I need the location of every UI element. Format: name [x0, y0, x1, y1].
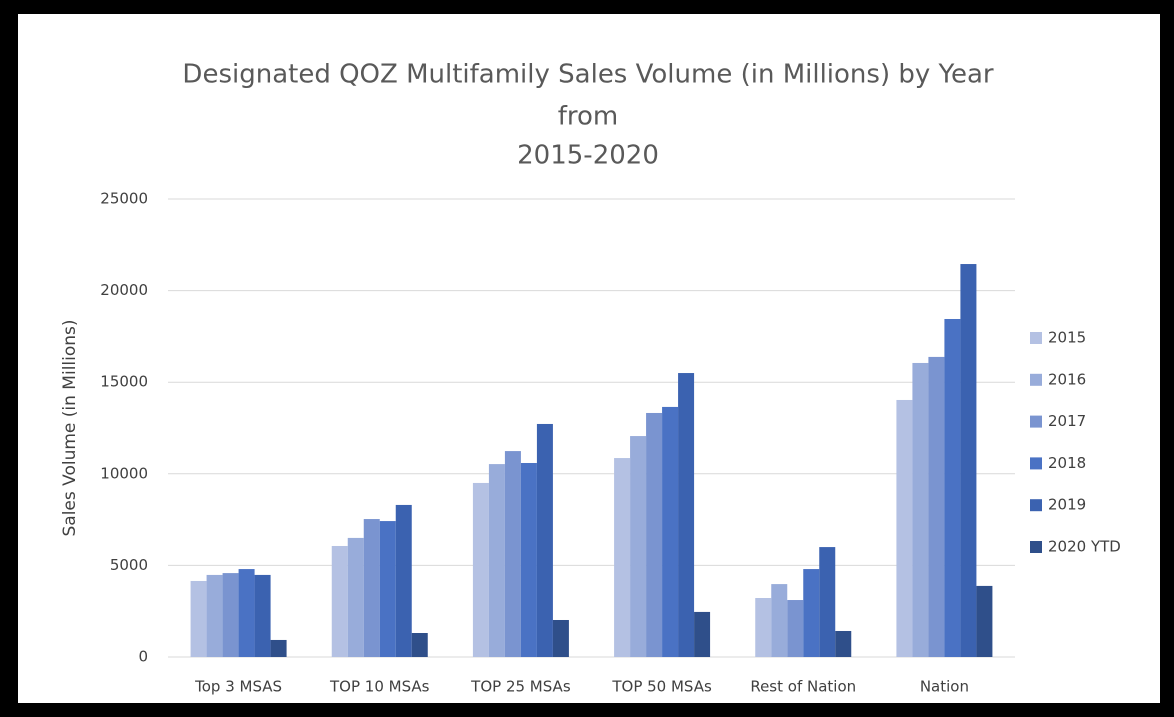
chart-title: 2015-2020 — [517, 141, 659, 171]
bar — [755, 598, 772, 657]
legend-swatch — [1030, 499, 1042, 512]
bar — [190, 580, 207, 657]
bar — [270, 639, 287, 657]
bar — [254, 574, 271, 657]
x-tick-label: Top 3 MSAS — [194, 678, 282, 696]
chart-title: Designated QOZ Multifamily Sales Volume … — [182, 60, 993, 90]
bar — [771, 584, 788, 657]
legend-label: 2017 — [1048, 412, 1086, 430]
bar — [206, 574, 223, 657]
bar — [331, 545, 348, 657]
bar — [536, 423, 553, 657]
bar — [411, 633, 428, 657]
legend-swatch — [1030, 332, 1042, 344]
bar — [803, 569, 820, 657]
legend-swatch — [1030, 415, 1042, 428]
legend-swatch — [1030, 373, 1042, 386]
bar — [960, 264, 977, 657]
bar — [912, 362, 929, 657]
bar — [238, 569, 255, 657]
legend-swatch — [1030, 457, 1042, 470]
bar — [896, 399, 913, 657]
bar — [504, 451, 521, 657]
bar — [694, 611, 711, 657]
legend-label: 2016 — [1048, 370, 1086, 388]
bar — [614, 458, 631, 657]
x-tick-label: Rest of Nation — [750, 678, 856, 696]
bar — [488, 464, 505, 657]
bar — [835, 630, 852, 657]
y-tick-label: 20000 — [100, 281, 148, 299]
legend-label: 2019 — [1048, 496, 1086, 514]
y-tick-label: 10000 — [100, 464, 148, 482]
bar — [976, 585, 993, 657]
bar — [222, 573, 239, 657]
y-tick-label: 0 — [138, 648, 148, 666]
x-tick-label: TOP 50 MSAs — [611, 678, 712, 696]
x-tick-label: TOP 25 MSAs — [470, 678, 571, 696]
x-tick-label: Nation — [920, 678, 969, 696]
y-axis-label: Sales Volume (in Millions) — [60, 319, 80, 536]
legend-label: 2018 — [1048, 454, 1086, 472]
bar — [646, 412, 663, 657]
legend-swatch — [1030, 541, 1042, 553]
chart-title: from — [558, 102, 619, 132]
bar — [928, 356, 945, 657]
bar — [678, 373, 695, 657]
bar — [379, 521, 396, 657]
legend-label: 2015 — [1048, 329, 1086, 347]
bar — [363, 519, 380, 657]
bar — [662, 406, 679, 657]
x-tick-label: TOP 10 MSAs — [329, 678, 430, 696]
y-tick-label: 5000 — [110, 556, 148, 574]
bar — [787, 600, 804, 657]
y-tick-label: 25000 — [100, 190, 148, 208]
bar — [630, 436, 647, 657]
bar — [944, 318, 961, 657]
bar — [819, 547, 836, 657]
bar — [472, 482, 489, 657]
bar — [520, 462, 537, 657]
bar — [395, 504, 412, 657]
bar — [552, 619, 569, 657]
y-tick-label: 15000 — [100, 373, 148, 391]
legend-label: 2020 YTD — [1048, 538, 1121, 556]
bar — [347, 537, 364, 657]
